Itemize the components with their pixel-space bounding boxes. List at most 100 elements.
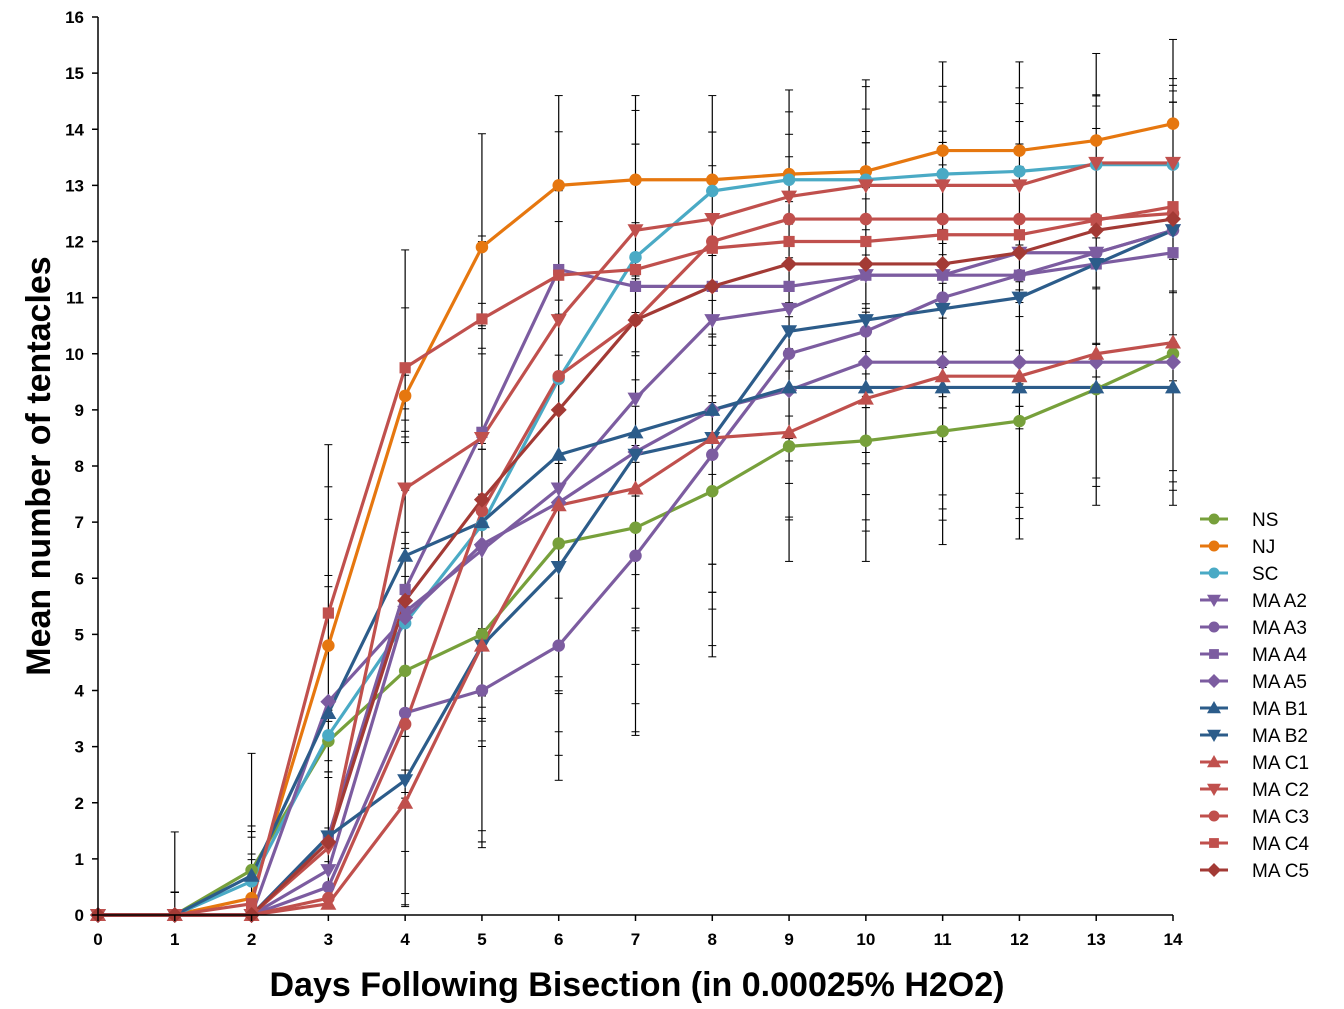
data-point-ma-c4 (937, 229, 949, 241)
data-point-nj (706, 173, 719, 187)
data-point-ma-b2 (1011, 291, 1028, 306)
data-point-ma-a4 (553, 263, 565, 276)
data-point-ma-c4 (1090, 214, 1102, 226)
data-point-ma-c1 (550, 497, 567, 512)
data-point-ma-c2 (397, 482, 414, 497)
y-tick-label: 4 (75, 682, 85, 701)
legend-marker-ma-b1 (1207, 701, 1221, 714)
data-point-ma-c5 (627, 312, 644, 329)
data-point-sc (629, 250, 642, 264)
data-point-ma-a3 (475, 684, 489, 697)
y-tick-label: 15 (65, 64, 84, 83)
legend-marker-ma-c4 (1209, 838, 1219, 848)
data-point-ma-c2 (550, 314, 567, 329)
data-point-sc (706, 184, 719, 198)
data-point-ma-b2 (857, 314, 874, 329)
y-tick-label: 2 (75, 794, 84, 813)
x-tick-label: 6 (554, 930, 563, 949)
data-point-ma-c3 (936, 212, 949, 226)
x-tick-label: 14 (1164, 930, 1183, 949)
x-tick-label: 10 (856, 930, 875, 949)
data-point-ns (859, 434, 873, 447)
legend-label-ma-c5: MA C5 (1252, 861, 1309, 882)
data-point-ma-c5 (934, 255, 951, 272)
data-point-ma-c4 (399, 362, 411, 374)
x-tick-label: 12 (1010, 930, 1029, 949)
legend-marker-ma-a4 (1209, 649, 1219, 659)
legend-label-ma-a2: MA A2 (1252, 591, 1307, 612)
data-point-ma-c2 (704, 213, 721, 228)
y-tick-label: 5 (75, 625, 84, 644)
data-point-ma-c5 (320, 834, 337, 851)
x-tick-label: 13 (1087, 930, 1106, 949)
x-tick-label: 11 (934, 930, 952, 949)
legend-marker-ma-c5 (1207, 863, 1221, 877)
data-point-ma-c5 (704, 278, 721, 295)
legend-label-ma-a3: MA A3 (1252, 618, 1307, 639)
data-point-ma-a4 (937, 269, 949, 281)
legend-label-ma-c2: MA C2 (1252, 780, 1309, 801)
data-point-ma-c2 (627, 224, 644, 239)
data-point-ma-c2 (934, 179, 951, 194)
data-point-ma-a3 (398, 706, 412, 720)
data-point-sc (1013, 165, 1026, 178)
x-tick-label: 7 (631, 930, 640, 949)
data-point-sc (936, 167, 949, 181)
y-tick-label: 9 (75, 401, 84, 420)
data-point-ma-c4 (322, 607, 334, 619)
data-point-ma-c4 (553, 269, 565, 281)
data-point-ma-c4 (1167, 201, 1179, 213)
data-point-ma-c1 (781, 424, 798, 439)
data-point-ma-c1 (627, 480, 644, 495)
data-point-ma-c5 (1011, 244, 1028, 261)
data-point-ma-c4 (245, 898, 258, 910)
data-point-ma-c5 (1165, 211, 1181, 228)
data-point-ma-a2 (704, 314, 721, 329)
data-point-ma-c5 (550, 401, 567, 418)
data-point-ns (706, 485, 719, 498)
legend-label-ma-a5: MA A5 (1252, 672, 1307, 693)
legend-label-ma-c1: MA C1 (1252, 753, 1309, 774)
x-tick-label: 9 (784, 930, 793, 949)
y-tick-label: 16 (65, 8, 84, 27)
legend-marker-ma-b2 (1207, 729, 1221, 742)
data-point-ma-c3 (475, 504, 489, 518)
data-point-ma-c4 (476, 313, 488, 325)
data-point-ma-a5 (934, 354, 951, 371)
data-point-ma-c3 (552, 369, 565, 383)
data-point-ma-b2 (397, 774, 414, 789)
data-point-ma-a4 (1013, 269, 1026, 281)
data-point-ma-c2 (473, 431, 490, 446)
data-point-ma-a3 (322, 880, 335, 894)
data-point-ma-c1 (397, 794, 414, 809)
legend-marker-ma-c1 (1207, 755, 1221, 768)
legend-label-ma-a4: MA A4 (1252, 645, 1307, 666)
data-point-nj (629, 173, 642, 187)
data-point-nj (552, 179, 565, 192)
y-tick-label: 3 (75, 738, 84, 757)
data-point-nj (1013, 144, 1026, 157)
y-tick-label: 11 (66, 289, 84, 308)
data-point-ma-a5 (397, 609, 414, 626)
data-point-ma-b1 (1011, 379, 1028, 394)
data-point-ma-b2 (550, 561, 567, 576)
legend-label-ma-c4: MA C4 (1252, 834, 1309, 855)
x-tick-label: 4 (400, 930, 410, 949)
data-point-ma-c1 (857, 390, 874, 405)
x-axis-title: Days Following Bisection (in 0.00025% H2… (270, 966, 1005, 1004)
data-point-ma-b2 (1088, 257, 1105, 272)
y-tick-label: 6 (75, 569, 84, 588)
data-point-ma-c1 (473, 637, 490, 652)
y-tick-label: 12 (65, 233, 84, 252)
data-point-ma-c4 (860, 235, 872, 248)
data-point-ma-c5 (781, 255, 798, 272)
data-point-nj (398, 389, 412, 403)
data-point-nj (475, 240, 489, 254)
data-point-ma-c2 (1088, 156, 1105, 171)
data-point-sc (782, 173, 796, 187)
data-point-ma-a4 (783, 280, 795, 292)
data-point-ma-a5 (473, 536, 490, 553)
data-point-ma-b1 (397, 547, 414, 562)
legend-marker-ns (1208, 513, 1220, 525)
data-point-ma-c1 (1165, 334, 1181, 349)
